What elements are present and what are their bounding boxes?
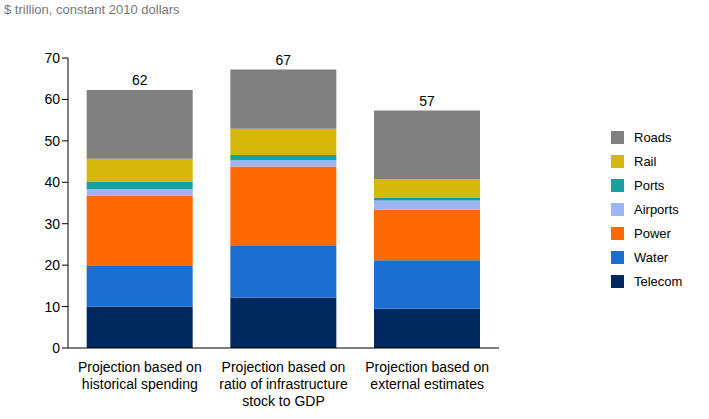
svg-text:Projection based onexternal es: Projection based onexternal estimates (365, 359, 489, 392)
svg-text:67: 67 (276, 52, 292, 68)
html-text:Ports: Ports (634, 178, 665, 193)
svg-text:30: 30 (44, 216, 60, 232)
html-text:Rail: Rail (634, 154, 657, 169)
svg-text:57: 57 (419, 93, 435, 109)
svg-text:0: 0 (52, 340, 60, 356)
svg-text:60: 60 (44, 91, 60, 107)
svg-text:40: 40 (44, 174, 60, 190)
svg-text:62: 62 (132, 72, 148, 88)
html-text:Water: Water (634, 250, 669, 265)
svg-text:Projection based onhistorical: Projection based onhistorical spending (78, 359, 202, 392)
svg-text:Projection based onratio of in: Projection based onratio of infrastructu… (219, 359, 348, 409)
html-text:Telecom: Telecom (634, 274, 683, 289)
svg-text:20: 20 (44, 257, 60, 273)
svg-text:70: 70 (44, 50, 60, 66)
html-text:Power: Power (634, 226, 671, 241)
html-text:Airports: Airports (634, 202, 679, 217)
html-text:$ trillion, constant 2010 doll: $ trillion, constant 2010 dollars (4, 2, 180, 17)
html-text:Roads: Roads (634, 130, 672, 145)
svg-text:50: 50 (44, 133, 60, 149)
svg-text:10: 10 (44, 299, 60, 315)
